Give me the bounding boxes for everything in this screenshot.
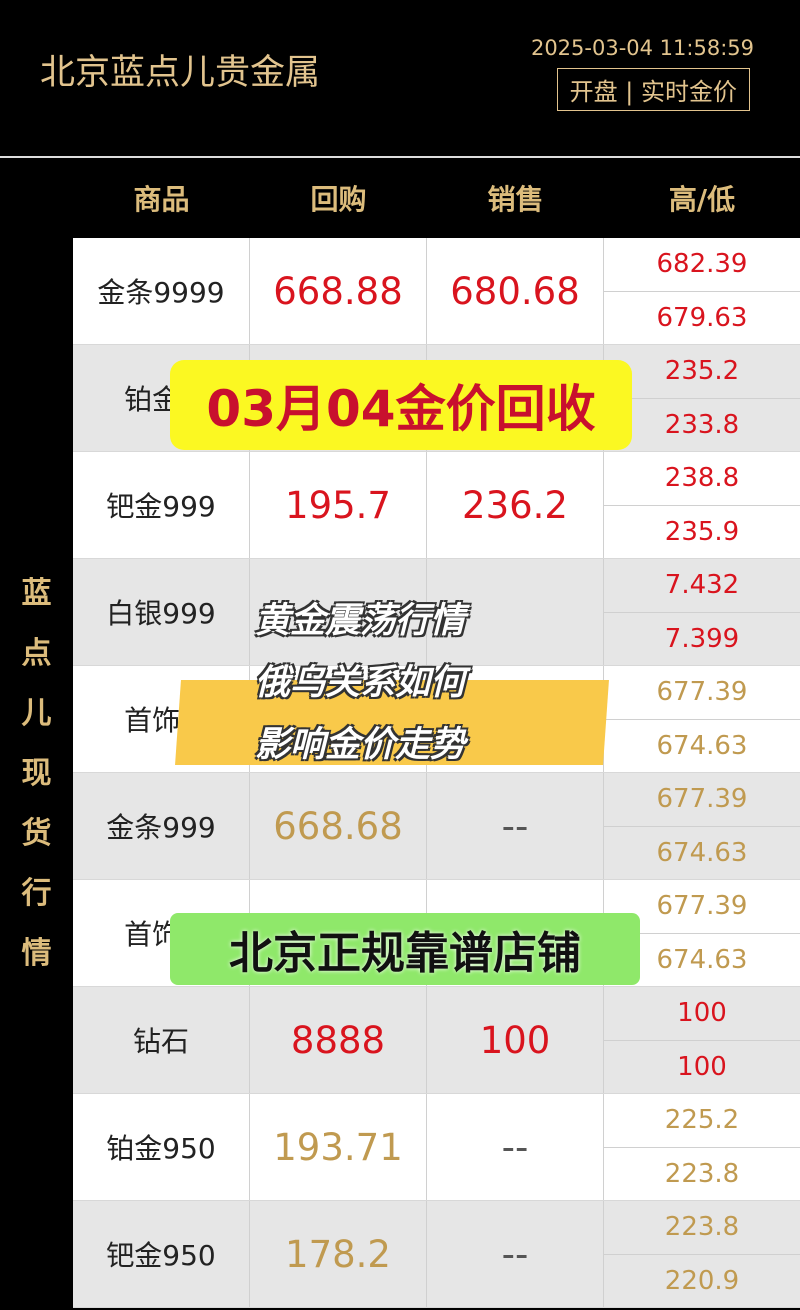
low-price: 220.9 — [664, 1265, 740, 1296]
side-label-char: 货 — [21, 816, 52, 851]
high-price: 235.2 — [604, 345, 800, 399]
low-price: 223.8 — [664, 1158, 740, 1189]
buyback-price: 193.71 — [250, 1094, 427, 1200]
high-price: 677.39 — [604, 666, 800, 720]
sell-price: -- — [427, 773, 604, 879]
table-row: 白银999 7.432 7.399 — [73, 559, 800, 666]
low-price: 674.63 — [656, 730, 748, 761]
app-header: 北京蓝点儿贵金属 2025-03-04 11:58:59 开盘 | 实时金价 — [0, 0, 800, 156]
store-title: 北京蓝点儿贵金属 — [40, 53, 321, 93]
buyback-price: 668.88 — [250, 238, 427, 344]
table-row: 钻石 8888 100 100 100 — [73, 987, 800, 1094]
market-status-badge: 开盘 | 实时金价 — [556, 68, 750, 111]
high-price: 225.2 — [604, 1094, 800, 1148]
low-price: 235.9 — [664, 516, 740, 547]
high-low-cell: 223.8 220.9 — [604, 1201, 800, 1307]
high-price: 100 — [604, 987, 800, 1041]
date-banner: 03月04金价回收 — [170, 360, 632, 450]
col-sell: 销售 — [487, 183, 544, 216]
high-low-cell: 682.39 679.63 — [604, 238, 800, 344]
high-price: 7.432 — [604, 559, 800, 613]
high-low-cell: 100 100 — [604, 987, 800, 1093]
high-price: 677.39 — [604, 880, 800, 934]
col-high-low: 高/低 — [668, 183, 736, 216]
high-low-cell: 238.8 235.9 — [604, 452, 800, 558]
headline-line: 影响金价走势 — [255, 725, 466, 765]
sell-price: -- — [427, 1201, 604, 1307]
high-price: 223.8 — [604, 1201, 800, 1255]
side-label-char: 现 — [21, 756, 52, 791]
buyback-price — [250, 559, 427, 665]
low-price: 674.63 — [656, 944, 748, 975]
low-price: 7.399 — [664, 623, 740, 654]
table-header: 商品 回购 销售 高/低 — [0, 156, 800, 238]
table-row: 金条999 668.68 -- 677.39 674.63 — [73, 773, 800, 880]
sell-price: 680.68 — [427, 238, 604, 344]
product-name: 钯金999 — [73, 452, 250, 558]
side-label-char: 情 — [21, 936, 52, 971]
low-price: 674.63 — [656, 837, 748, 868]
table-row: 金条9999 668.88 680.68 682.39 679.63 — [73, 238, 800, 345]
side-spacer — [0, 158, 73, 238]
product-name: 白银999 — [73, 559, 250, 665]
sell-price — [427, 559, 604, 665]
high-low-cell: 677.39 674.63 — [604, 880, 800, 986]
table-row: 钯金950 178.2 -- 223.8 220.9 — [73, 1201, 800, 1308]
high-low-cell: 225.2 223.8 — [604, 1094, 800, 1200]
buyback-price: 8888 — [250, 987, 427, 1093]
table-row: 铂金950 193.71 -- 225.2 223.8 — [73, 1094, 800, 1201]
table-row: 钯金999 195.7 236.2 238.8 235.9 — [73, 452, 800, 559]
headline-text: 黄金震荡行情 俄乌关系如何 影响金价走势 — [255, 590, 555, 776]
product-name: 金条9999 — [73, 238, 250, 344]
buyback-price: 195.7 — [250, 452, 427, 558]
product-name: 铂金950 — [73, 1094, 250, 1200]
side-label-char: 行 — [21, 876, 52, 911]
headline-line: 俄乌关系如何 — [255, 663, 466, 703]
high-price: 682.39 — [604, 238, 800, 292]
low-price: 233.8 — [664, 409, 740, 440]
side-label: 蓝点儿现货行情 — [0, 238, 73, 1310]
datetime: 2025-03-04 11:58:59 — [530, 36, 754, 60]
side-label-char: 儿 — [21, 696, 52, 731]
high-price: 238.8 — [604, 452, 800, 506]
product-name: 钯金950 — [73, 1201, 250, 1307]
high-low-cell: 677.39 674.63 — [604, 773, 800, 879]
col-buyback: 回购 — [310, 183, 367, 216]
product-name: 钻石 — [73, 987, 250, 1093]
low-price: 100 — [677, 1051, 727, 1082]
product-name: 金条999 — [73, 773, 250, 879]
low-price: 679.63 — [656, 302, 748, 333]
side-label-char: 蓝 — [21, 576, 52, 611]
sell-price: 100 — [427, 987, 604, 1093]
high-low-cell: 7.432 7.399 — [604, 559, 800, 665]
side-label-char: 点 — [21, 636, 52, 671]
high-low-cell: 235.2 233.8 — [604, 345, 800, 451]
sell-price: 236.2 — [427, 452, 604, 558]
buyback-price: 178.2 — [250, 1201, 427, 1307]
sell-price: -- — [427, 1094, 604, 1200]
high-price: 677.39 — [604, 773, 800, 827]
col-product: 商品 — [133, 183, 190, 216]
buyback-price: 668.68 — [250, 773, 427, 879]
high-low-cell: 677.39 674.63 — [604, 666, 800, 772]
store-banner: 北京正规靠谱店铺 — [170, 913, 640, 985]
headline-line: 黄金震荡行情 — [255, 601, 466, 641]
